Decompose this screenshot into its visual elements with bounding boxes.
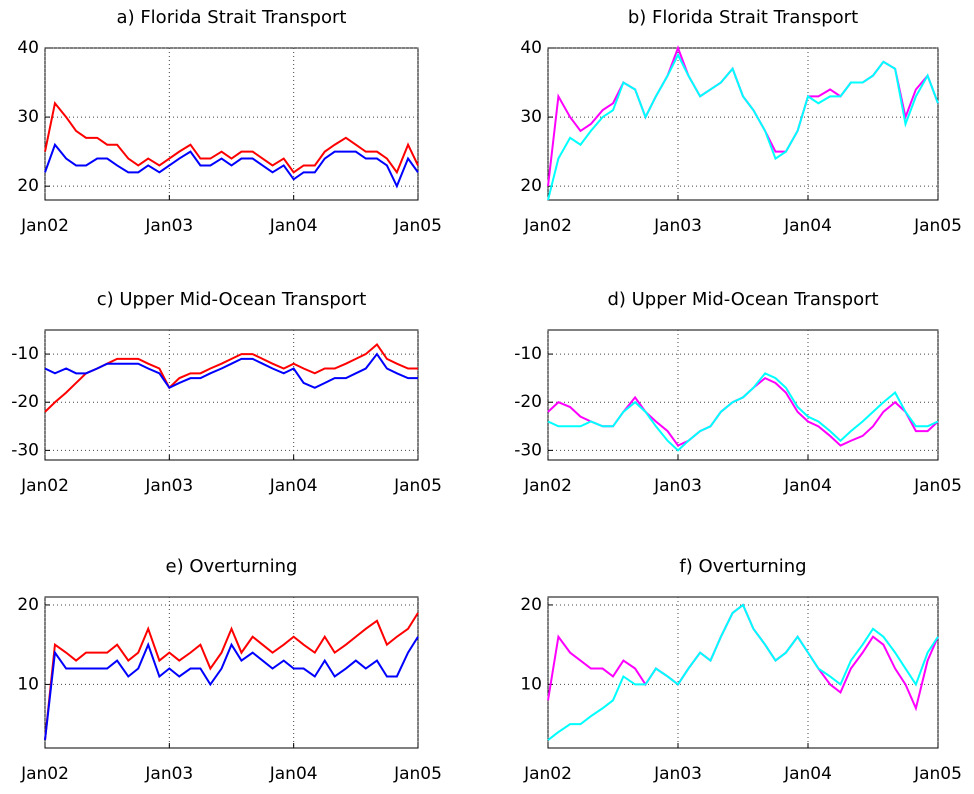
panel-title: a) Florida Strait Transport bbox=[117, 7, 347, 28]
x-tick-label: Jan04 bbox=[269, 216, 318, 236]
y-tick-label: -10 bbox=[11, 344, 39, 364]
axes-box bbox=[44, 47, 419, 201]
y-tick-label: -10 bbox=[514, 344, 542, 364]
x-tick-label: Jan05 bbox=[913, 476, 962, 496]
y-tick-label: 40 bbox=[520, 38, 542, 58]
x-tick-label: Jan05 bbox=[913, 764, 962, 784]
x-tick-label: Jan02 bbox=[523, 216, 572, 236]
axes-box bbox=[547, 47, 939, 201]
series-line bbox=[547, 52, 939, 201]
y-tick-label: 20 bbox=[520, 176, 542, 196]
x-tick-label: Jan02 bbox=[20, 764, 69, 784]
x-tick-label: Jan03 bbox=[144, 476, 193, 496]
y-tick-label: 30 bbox=[520, 107, 542, 127]
x-tick-label: Jan05 bbox=[913, 216, 962, 236]
panel-title: c) Upper Mid-Ocean Transport bbox=[97, 289, 367, 310]
x-tick-label: Jan02 bbox=[523, 476, 572, 496]
axes-box bbox=[547, 596, 939, 749]
x-tick-label: Jan03 bbox=[144, 216, 193, 236]
y-tick-label: 20 bbox=[17, 595, 39, 615]
y-tick-label: 40 bbox=[17, 38, 39, 58]
axes-box bbox=[547, 329, 939, 461]
x-tick-label: Jan05 bbox=[393, 476, 442, 496]
series-line bbox=[547, 372, 939, 452]
y-tick-label: 10 bbox=[520, 674, 542, 694]
x-tick-label: Jan05 bbox=[393, 764, 442, 784]
x-tick-label: Jan03 bbox=[144, 764, 193, 784]
series-line bbox=[547, 603, 939, 741]
panel-title: e) Overturning bbox=[166, 556, 298, 577]
axes-box bbox=[44, 596, 419, 749]
panel-title: b) Florida Strait Transport bbox=[628, 7, 858, 28]
y-tick-label: 20 bbox=[520, 595, 542, 615]
axes-box bbox=[44, 329, 419, 461]
series-line bbox=[44, 101, 419, 175]
series-line bbox=[44, 352, 418, 390]
y-tick-label: 20 bbox=[17, 176, 39, 196]
x-tick-label: Jan03 bbox=[653, 216, 702, 236]
x-tick-label: Jan04 bbox=[783, 764, 832, 784]
y-tick-label: 10 bbox=[17, 674, 39, 694]
x-tick-label: Jan04 bbox=[783, 476, 832, 496]
x-tick-label: Jan03 bbox=[653, 476, 702, 496]
x-tick-label: Jan04 bbox=[783, 216, 832, 236]
x-tick-label: Jan02 bbox=[523, 764, 572, 784]
y-tick-label: -20 bbox=[514, 392, 542, 412]
y-tick-label: -20 bbox=[11, 392, 39, 412]
y-tick-label: -30 bbox=[11, 440, 39, 460]
x-tick-label: Jan05 bbox=[393, 216, 442, 236]
panel-title: d) Upper Mid-Ocean Transport bbox=[607, 289, 878, 310]
series-line bbox=[44, 612, 419, 741]
y-tick-label: -30 bbox=[514, 440, 542, 460]
x-tick-label: Jan02 bbox=[20, 476, 69, 496]
x-tick-label: Jan04 bbox=[269, 476, 318, 496]
y-tick-label: 30 bbox=[17, 107, 39, 127]
panel-title: f) Overturning bbox=[679, 556, 806, 577]
series-line bbox=[44, 142, 419, 189]
series-line bbox=[44, 636, 419, 741]
x-tick-label: Jan04 bbox=[269, 764, 318, 784]
x-tick-label: Jan02 bbox=[20, 216, 69, 236]
x-tick-label: Jan03 bbox=[653, 764, 702, 784]
